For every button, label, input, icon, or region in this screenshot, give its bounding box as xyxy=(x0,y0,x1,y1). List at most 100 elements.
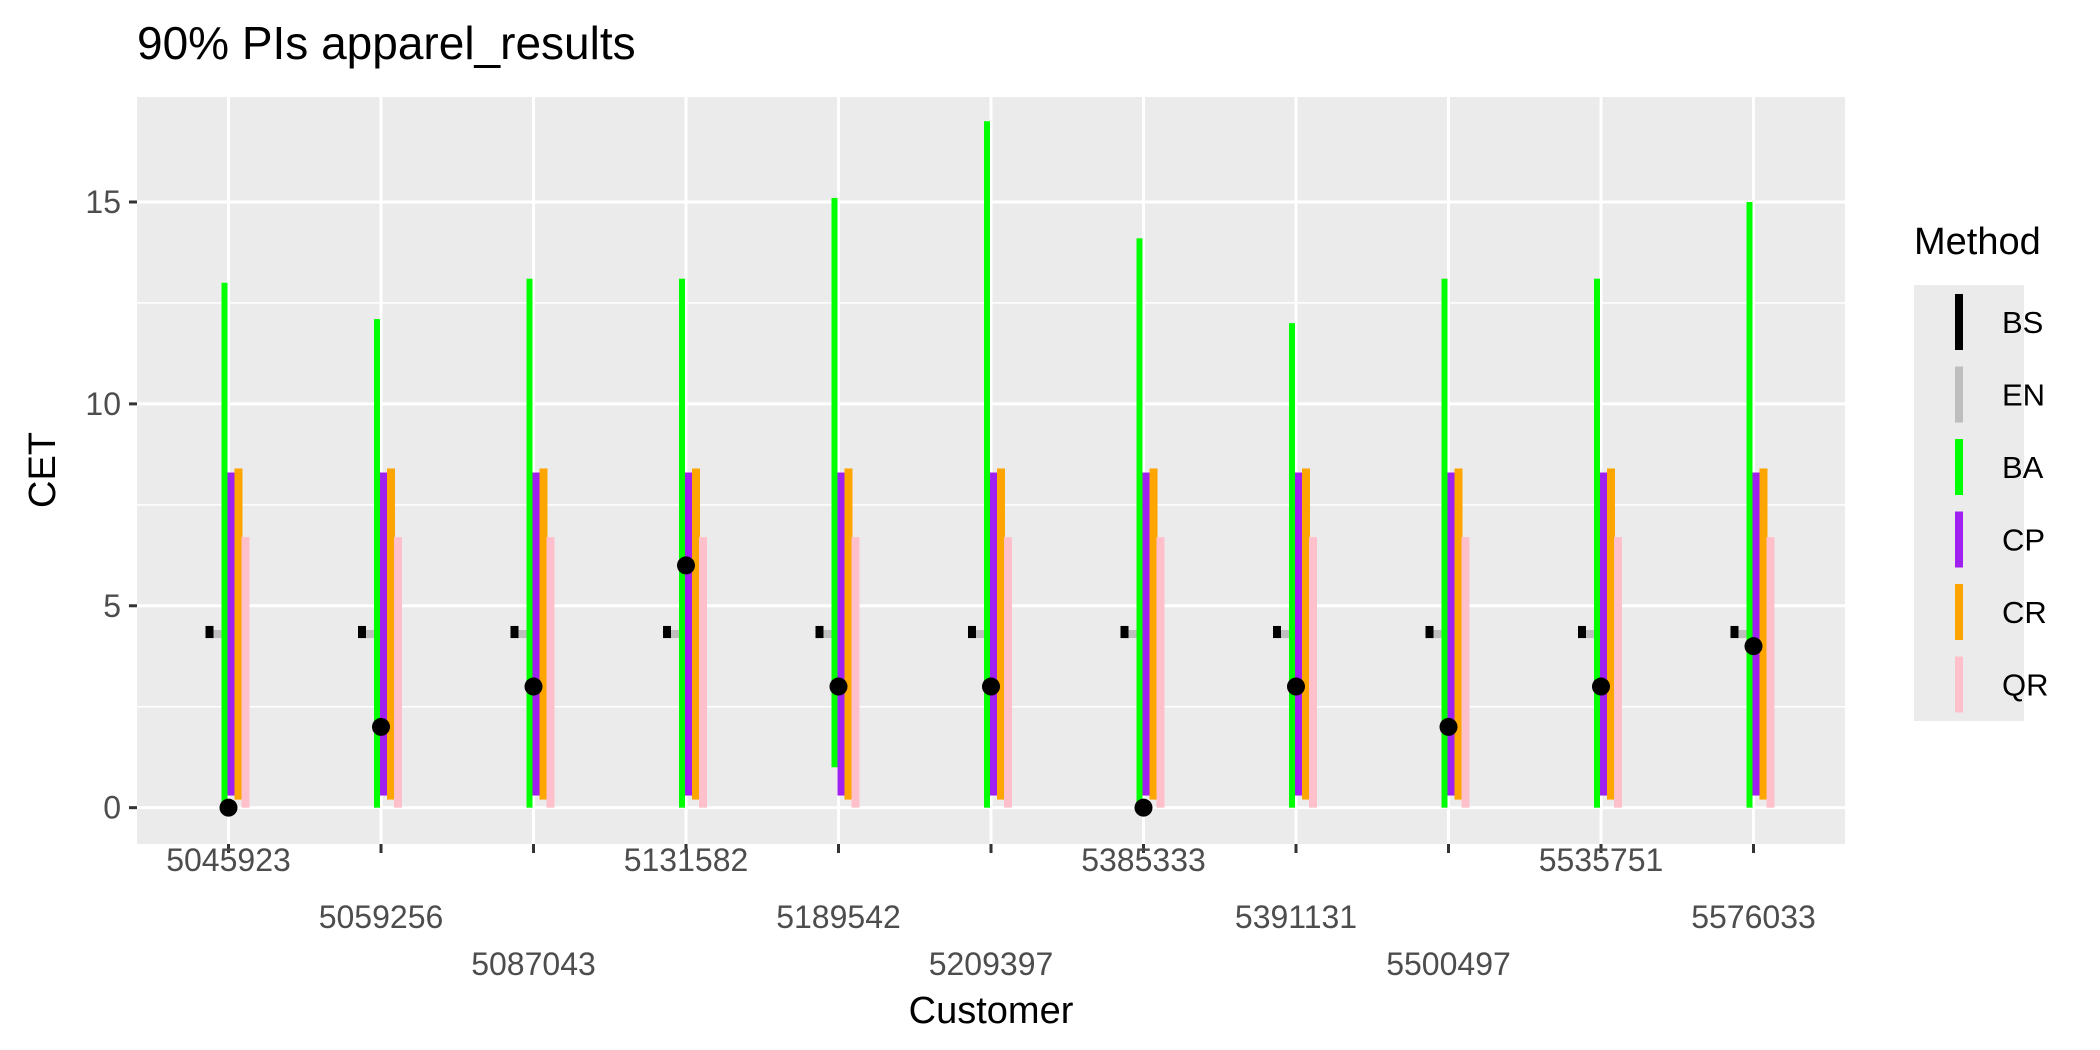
interval-ba-5500497 xyxy=(1441,278,1448,808)
interval-cr-5576033 xyxy=(1759,468,1768,800)
interval-cr-5059256 xyxy=(387,468,395,800)
interval-cp-5391131 xyxy=(1295,472,1303,796)
observed-point-5500497 xyxy=(1439,717,1458,736)
interval-bs-5087043 xyxy=(510,625,519,639)
interval-ba-5045923 xyxy=(221,282,228,808)
interval-bs-5189542 xyxy=(815,625,824,639)
interval-en-5189542 xyxy=(823,629,832,639)
interval-bs-5576033 xyxy=(1730,625,1739,639)
interval-cp-5576033 xyxy=(1752,472,1761,796)
observed-point-5131582 xyxy=(677,556,695,575)
interval-cp-5209397 xyxy=(990,472,998,796)
interval-ba-5189542 xyxy=(831,197,838,768)
legend-label-cp: CP xyxy=(2002,523,2045,558)
interval-cr-5385333 xyxy=(1149,468,1158,800)
interval-cp-5087043 xyxy=(532,472,541,796)
interval-bs-5059256 xyxy=(358,625,366,639)
interval-cp-5059256 xyxy=(380,472,388,796)
legend-key-ba xyxy=(1955,439,1963,495)
legend-label-cr: CR xyxy=(2002,595,2047,630)
observed-point-5189542 xyxy=(829,677,848,696)
interval-bs-5391131 xyxy=(1273,625,1281,639)
legend: Method BS EN BA CP CR QR xyxy=(1914,221,2049,721)
observed-point-5045923 xyxy=(219,798,238,817)
interval-en-5576033 xyxy=(1738,629,1747,639)
interval-cp-5535751 xyxy=(1600,472,1608,796)
legend-key-qr xyxy=(1955,656,1963,713)
interval-ba-5059256 xyxy=(374,319,380,808)
y-tick-label: 10 xyxy=(85,386,121,422)
x-tick-label: 5500497 xyxy=(1386,946,1511,982)
observed-point-5535751 xyxy=(1592,677,1610,696)
y-tick-label: 0 xyxy=(103,790,121,826)
interval-cr-5189542 xyxy=(844,468,853,800)
legend-label-qr: QR xyxy=(2002,668,2049,703)
y-tick-label: 15 xyxy=(85,184,121,220)
interval-en-5500497 xyxy=(1433,629,1442,639)
interval-bs-5209397 xyxy=(968,625,976,639)
interval-cr-5131582 xyxy=(692,468,700,800)
interval-qr-5576033 xyxy=(1766,537,1775,808)
interval-cp-5189542 xyxy=(837,472,846,796)
legend-key-en xyxy=(1955,366,1963,423)
x-tick-label: 5391131 xyxy=(1235,899,1357,935)
interval-en-5131582 xyxy=(671,629,679,639)
y-axis-title: CET xyxy=(22,432,64,508)
interval-qr-5131582 xyxy=(699,537,707,808)
y-tick-label: 5 xyxy=(103,588,121,624)
interval-ba-5391131 xyxy=(1289,323,1295,808)
observed-points xyxy=(219,556,1763,817)
interval-cr-5087043 xyxy=(539,468,548,800)
x-tick-label: 5385333 xyxy=(1081,842,1206,878)
interval-ba-5576033 xyxy=(1746,201,1753,808)
interval-qr-5189542 xyxy=(851,537,860,808)
interval-en-5535751 xyxy=(1586,629,1594,639)
interval-bs-5500497 xyxy=(1425,625,1434,639)
interval-cr-5535751 xyxy=(1607,468,1615,800)
interval-qr-5391131 xyxy=(1309,537,1317,808)
interval-ba-5385333 xyxy=(1136,238,1143,808)
interval-qr-5535751 xyxy=(1614,537,1622,808)
legend-label-en: EN xyxy=(2002,378,2045,413)
interval-qr-5087043 xyxy=(546,537,555,808)
interval-bs-5385333 xyxy=(1120,625,1129,639)
observed-point-5087043 xyxy=(524,677,543,696)
interval-cp-5045923 xyxy=(227,472,236,796)
x-axis: 5045923 5059256 5087043 5131582 5189542 52093… xyxy=(166,842,1816,982)
interval-en-5059256 xyxy=(366,629,374,639)
observed-point-5209397 xyxy=(982,677,1000,696)
interval-cp-5385333 xyxy=(1142,472,1151,796)
interval-ba-5209397 xyxy=(984,121,990,808)
interval-qr-5045923 xyxy=(241,537,250,808)
y-axis: 0 5 10 15 xyxy=(85,184,137,826)
observed-point-5576033 xyxy=(1744,637,1763,656)
interval-bs-5535751 xyxy=(1578,625,1586,639)
x-tick-label: 5576033 xyxy=(1691,899,1816,935)
interval-ba-5535751 xyxy=(1594,278,1600,808)
interval-ba-5087043 xyxy=(526,278,533,808)
x-tick-label: 5189542 xyxy=(776,899,901,935)
interval-cr-5391131 xyxy=(1302,468,1310,800)
observed-point-5391131 xyxy=(1287,677,1305,696)
legend-title: Method xyxy=(1914,221,2041,263)
interval-cr-5045923 xyxy=(234,468,243,800)
interval-bars xyxy=(205,121,1775,808)
interval-qr-5385333 xyxy=(1156,537,1165,808)
legend-key-bs xyxy=(1955,294,1963,350)
interval-en-5385333 xyxy=(1128,629,1137,639)
interval-cr-5209397 xyxy=(997,468,1005,800)
observed-point-5059256 xyxy=(372,717,390,736)
interval-en-5391131 xyxy=(1281,629,1289,639)
interval-bs-5045923 xyxy=(205,625,214,639)
x-tick-label: 5209397 xyxy=(929,946,1054,982)
interval-en-5087043 xyxy=(518,629,527,639)
legend-key-background xyxy=(1914,285,2024,721)
x-axis-title: Customer xyxy=(909,990,1074,1032)
x-tick-label: 5059256 xyxy=(319,899,444,935)
interval-bs-5131582 xyxy=(663,625,671,639)
legend-key-cp xyxy=(1955,511,1963,568)
x-tick-label: 5087043 xyxy=(471,946,596,982)
interval-ba-5131582 xyxy=(679,278,685,808)
legend-key-cr xyxy=(1955,584,1963,640)
